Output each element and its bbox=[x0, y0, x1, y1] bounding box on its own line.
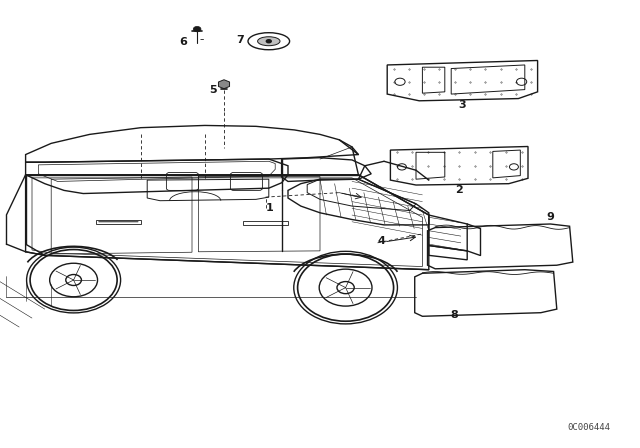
Text: 6: 6 bbox=[180, 37, 188, 47]
Text: 0C006444: 0C006444 bbox=[567, 423, 611, 432]
Text: 5: 5 bbox=[209, 85, 216, 95]
Text: 2: 2 bbox=[455, 185, 463, 194]
Text: 8: 8 bbox=[451, 310, 458, 320]
Bar bbox=[96, 220, 141, 224]
Text: 4: 4 bbox=[378, 236, 385, 246]
Text: 7: 7 bbox=[237, 35, 244, 45]
Bar bbox=[243, 221, 288, 225]
Circle shape bbox=[266, 39, 272, 43]
Text: 1: 1 bbox=[266, 202, 273, 212]
Text: 9: 9 bbox=[547, 211, 554, 221]
Circle shape bbox=[193, 26, 201, 32]
Text: 3: 3 bbox=[459, 99, 466, 109]
Ellipse shape bbox=[258, 37, 280, 46]
